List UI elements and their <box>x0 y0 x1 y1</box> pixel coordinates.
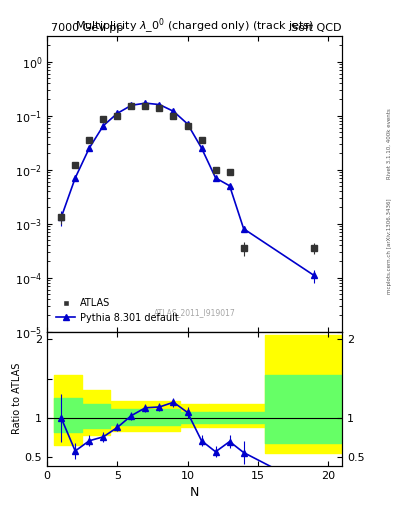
Text: Rivet 3.1.10, 400k events: Rivet 3.1.10, 400k events <box>387 108 392 179</box>
Y-axis label: Ratio to ATLAS: Ratio to ATLAS <box>12 363 22 434</box>
Title: Multiplicity $\lambda\_0^0$ (charged only) (track jets): Multiplicity $\lambda\_0^0$ (charged onl… <box>75 16 314 36</box>
Text: 7000 GeV pp: 7000 GeV pp <box>51 23 123 33</box>
Legend: ATLAS, Pythia 8.301 default: ATLAS, Pythia 8.301 default <box>52 294 183 327</box>
X-axis label: N: N <box>190 486 199 499</box>
Text: mcplots.cern.ch [arXiv:1306.3436]: mcplots.cern.ch [arXiv:1306.3436] <box>387 198 392 293</box>
Text: Soft QCD: Soft QCD <box>292 23 342 33</box>
Text: ATLAS_2011_I919017: ATLAS_2011_I919017 <box>154 308 235 317</box>
